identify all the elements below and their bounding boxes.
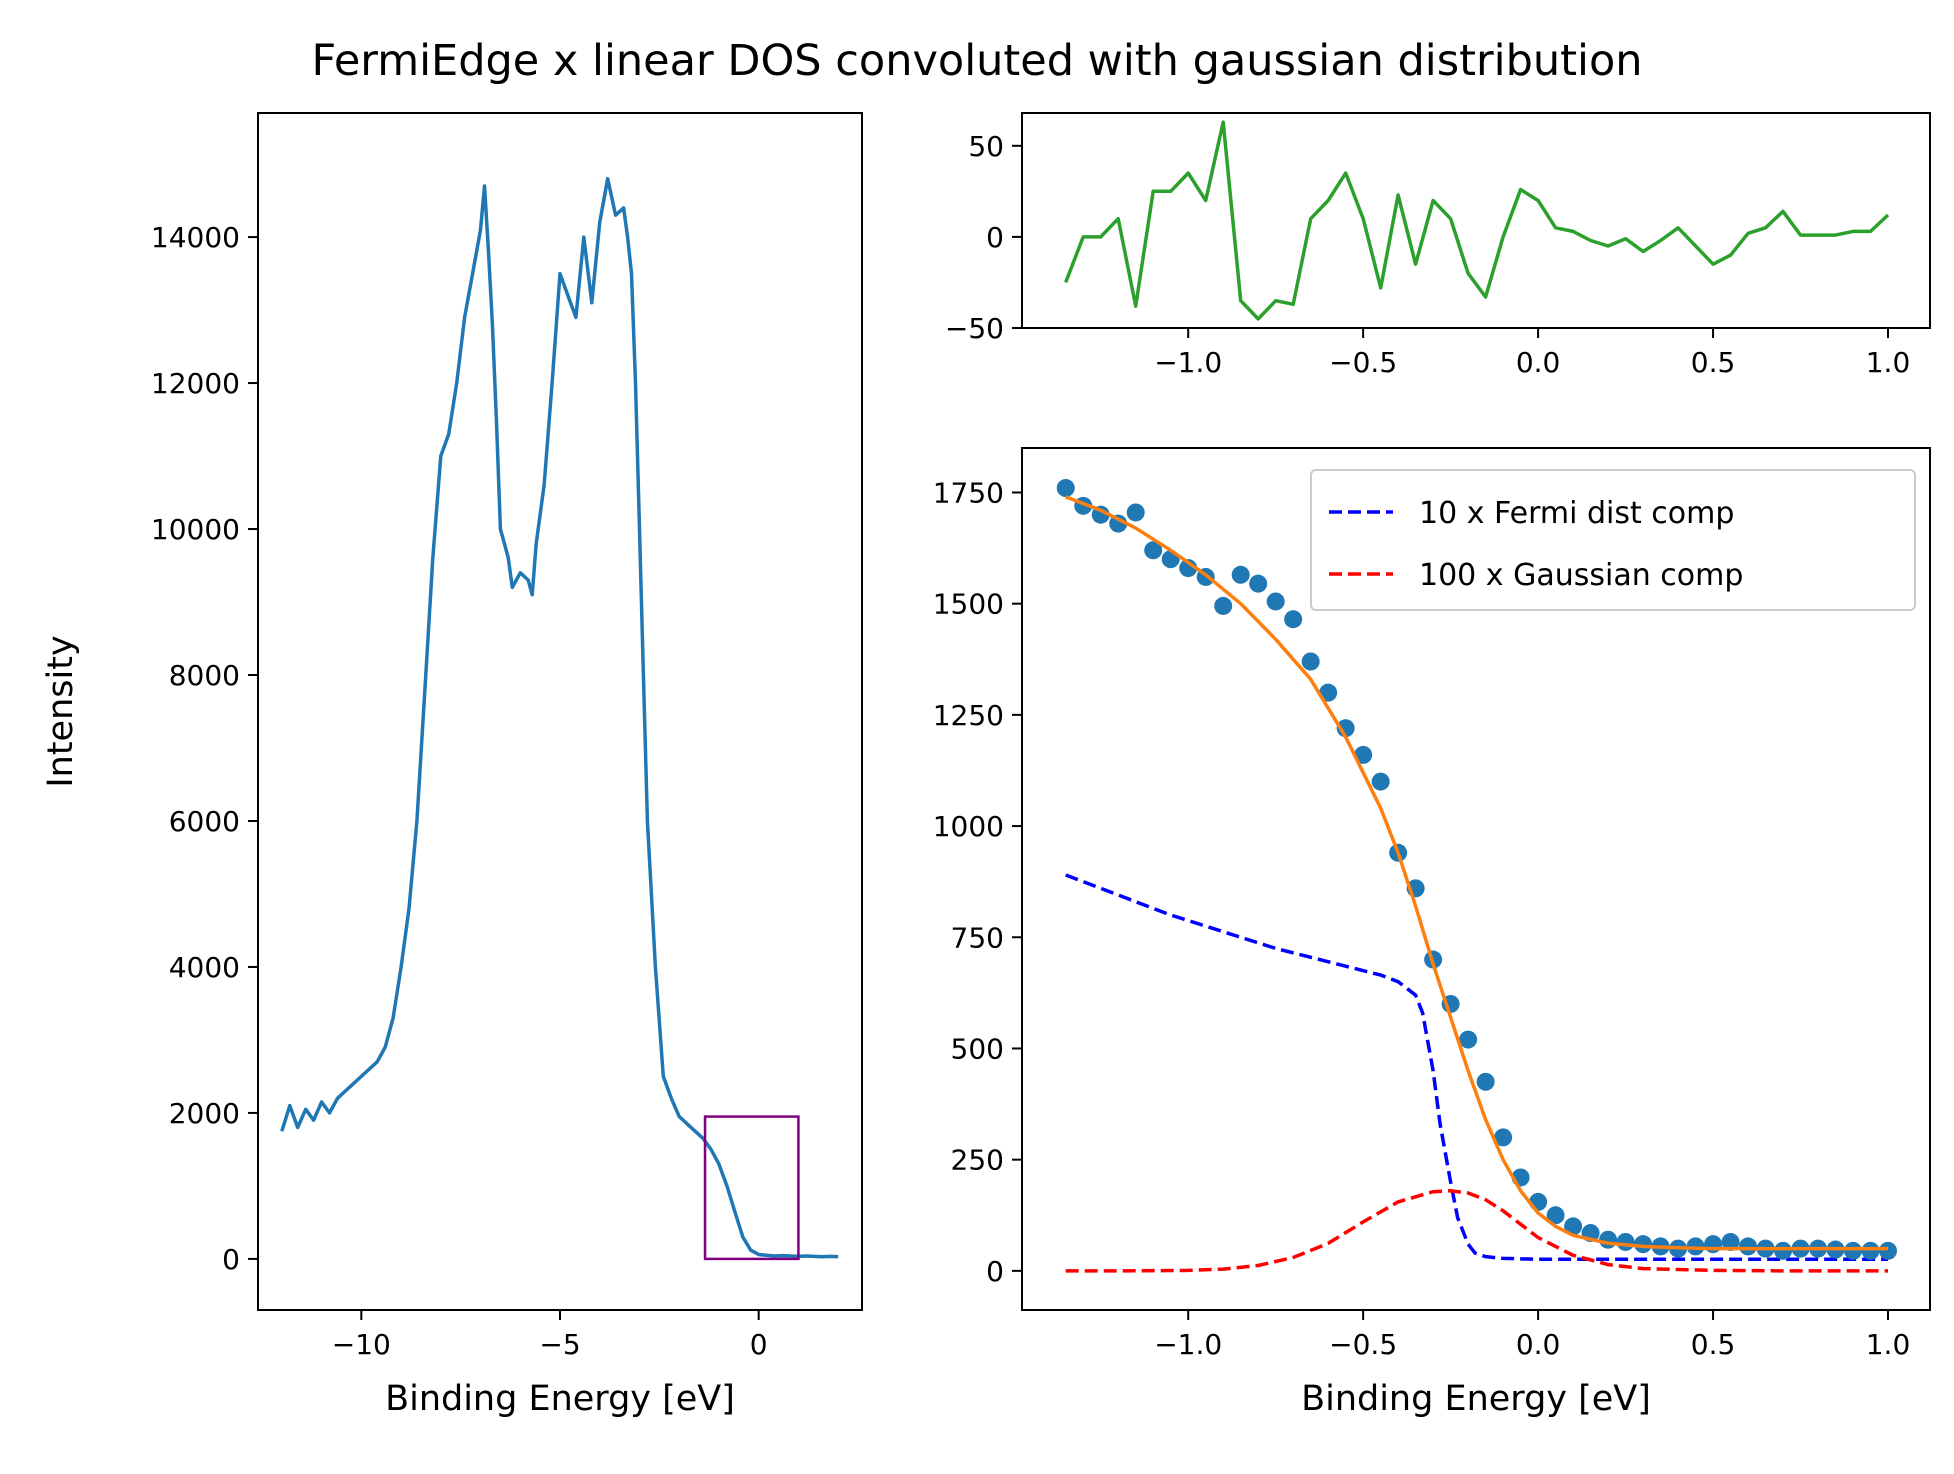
data-point [1634, 1235, 1653, 1254]
data-point [1214, 596, 1233, 615]
data-point [1861, 1241, 1880, 1260]
data-point [1616, 1232, 1635, 1251]
overview-frame [257, 112, 863, 1311]
overview-ytick-label: 6000 [169, 805, 240, 838]
overview-xtick-label: −5 [539, 1328, 580, 1361]
data-point [1109, 514, 1128, 533]
data-point [1494, 1128, 1513, 1147]
data-point [1879, 1241, 1898, 1260]
data-point [1144, 541, 1163, 560]
data-point [1476, 1072, 1495, 1091]
data-point [1721, 1232, 1740, 1251]
fit-ytick-label: 1750 [933, 476, 1004, 509]
overview-panel: −10 −5 0 0 2000 4000 6000 8000 10000 12000 14000 Bi… [41, 112, 863, 1419]
fit-curve [1065, 495, 1888, 1251]
data-point [1774, 1241, 1793, 1260]
residuals-ytick-label: 50 [968, 130, 1004, 163]
data-point [1126, 503, 1145, 522]
data-point [1284, 610, 1303, 629]
overview-xlabel: Binding Energy [eV] [385, 1379, 735, 1419]
overview-ytick-label: 12000 [151, 367, 240, 400]
legend: 10 x Fermi dist comp 100 x Gaussian comp [1310, 469, 1916, 611]
residuals-xtick-label: 0.0 [1516, 346, 1561, 379]
fit-ytick-label: 500 [951, 1032, 1004, 1065]
overview-xtick-label: 0 [750, 1328, 768, 1361]
data-point [1249, 574, 1268, 593]
fit-ytick-label: 750 [951, 921, 1004, 954]
overview-ytick-label: 8000 [169, 659, 240, 692]
residual-line [1064, 120, 1890, 321]
fit-xtick-label: 1.0 [1866, 1328, 1911, 1361]
fit-xtick-label: 0.5 [1691, 1328, 1736, 1361]
residuals-ytick-label: 0 [986, 221, 1004, 254]
fit-ytick-label: 250 [951, 1144, 1004, 1177]
data-point [1266, 592, 1285, 611]
fit-ytick-label: 0 [986, 1255, 1004, 1288]
data-point [1354, 745, 1373, 764]
legend-label: 10 x Fermi dist comp [1419, 496, 1734, 531]
data-point [1056, 479, 1075, 498]
overview-ytick-label: 4000 [169, 951, 240, 984]
spectrum-line [280, 176, 839, 1259]
zoom-region-box [703, 1115, 800, 1261]
data-point [1546, 1206, 1565, 1225]
data-point [1599, 1230, 1618, 1249]
residuals-panel: −1.0 −0.5 0.0 0.5 1.0 −50 0 50 [945, 112, 1931, 379]
legend-box [1310, 469, 1916, 611]
residuals-xtick-label: 0.5 [1691, 346, 1736, 379]
residuals-xtick-label: −0.5 [1329, 346, 1397, 379]
data-point [1686, 1237, 1705, 1256]
residuals-frame [1021, 112, 1931, 329]
fit-ytick-label: 1000 [933, 810, 1004, 843]
data-point [1739, 1237, 1758, 1256]
overview-ytick-label: 10000 [151, 513, 240, 546]
residuals-xtick-label: 1.0 [1866, 346, 1911, 379]
data-point [1529, 1192, 1548, 1211]
data-point [1844, 1241, 1863, 1260]
gaussian-component-line [1065, 1189, 1888, 1273]
residuals-ytick-label: −50 [945, 312, 1004, 345]
fit-frame [1021, 447, 1931, 1311]
overview-ytick-label: 0 [222, 1243, 240, 1276]
data-point [1231, 565, 1250, 584]
fit-xtick-label: −1.0 [1154, 1328, 1222, 1361]
data-point [1319, 683, 1338, 702]
fermi-component-line [1065, 873, 1888, 1262]
fit-ytick-label: 1500 [933, 588, 1004, 621]
figure-title: FermiEdge x linear DOS convoluted with g… [311, 36, 1642, 86]
data-point [1301, 652, 1320, 671]
fit-xtick-label: 0.0 [1516, 1328, 1561, 1361]
fit-panel: −1.0 −0.5 0.0 0.5 1.0 0 250 500 750 1000 1250 1500 1… [933, 447, 1931, 1419]
fit-xtick-label: −0.5 [1329, 1328, 1397, 1361]
overview-ytick-label: 14000 [151, 221, 240, 254]
residuals-xtick-label: −1.0 [1154, 346, 1222, 379]
data-point [1704, 1235, 1723, 1254]
data-point [1371, 772, 1390, 791]
overview-ylabel: Intensity [41, 635, 81, 787]
legend-label: 100 x Gaussian comp [1419, 558, 1743, 593]
fit-ytick-label: 1250 [933, 699, 1004, 732]
overview-xtick-label: −10 [332, 1328, 391, 1361]
data-point [1459, 1030, 1478, 1049]
fit-xlabel: Binding Energy [eV] [1301, 1379, 1651, 1419]
overview-ytick-label: 2000 [169, 1097, 240, 1130]
data-point [1564, 1217, 1583, 1236]
